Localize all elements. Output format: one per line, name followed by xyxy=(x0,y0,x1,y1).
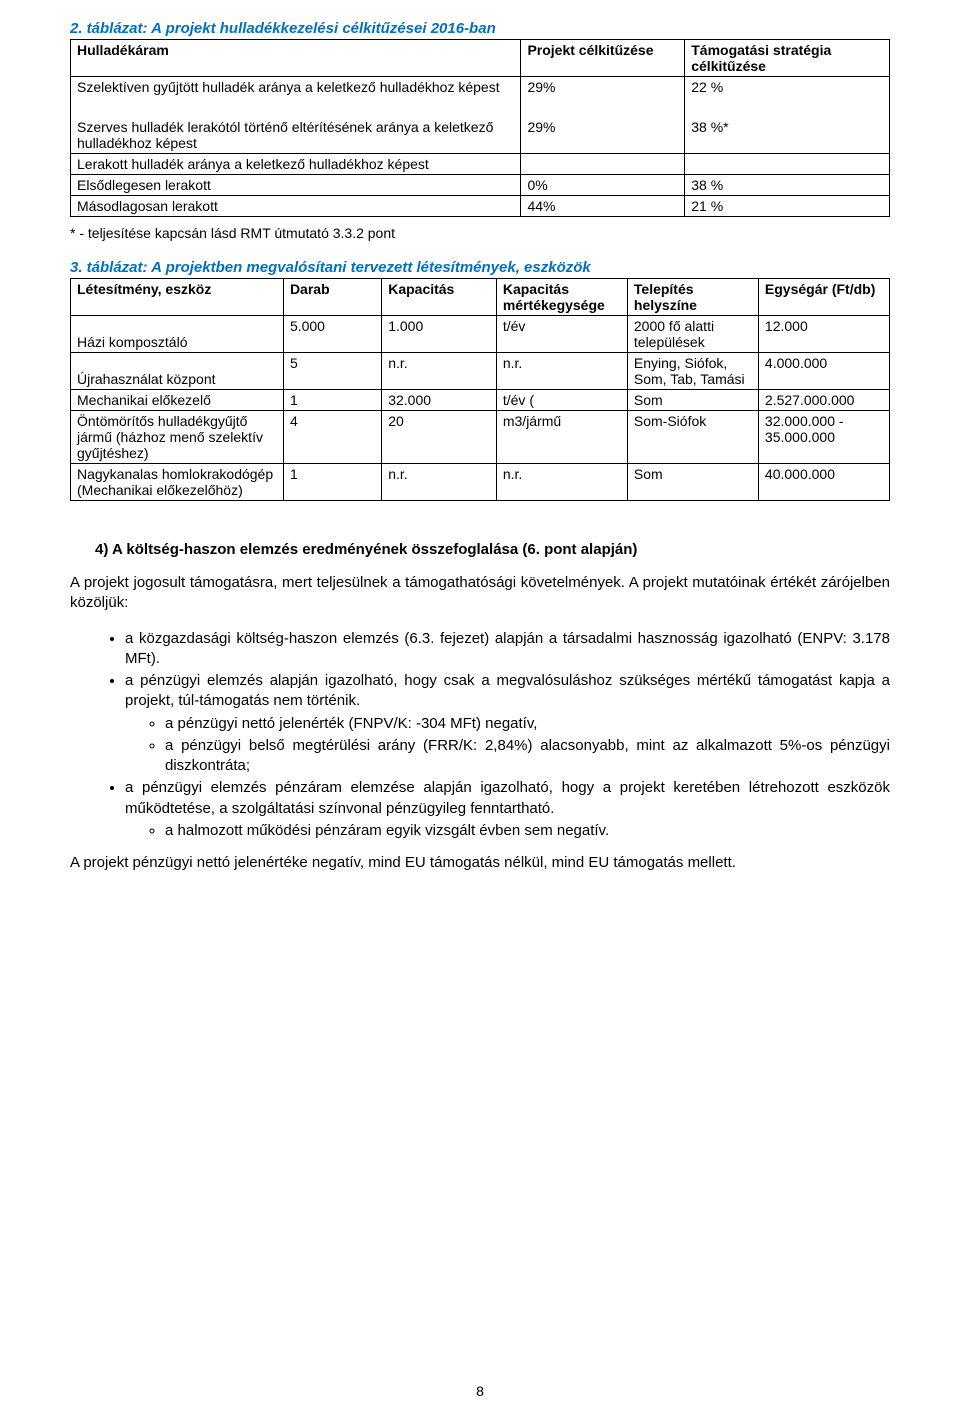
list-item: a pénzügyi belső megtérülési arány (FRR/… xyxy=(165,736,890,777)
table3-header-5: Egységár (Ft/db) xyxy=(758,279,889,316)
table3-header-2: Kapacitás xyxy=(382,279,497,316)
bullet-text: a közgazdasági költség-haszon elemzés (6… xyxy=(125,630,890,667)
cell: Enying, Siófok, Som, Tab, Tamási xyxy=(627,353,758,390)
cell: 1 xyxy=(283,390,381,411)
table2-header-0: Hulladékáram xyxy=(71,40,521,77)
cell: n.r. xyxy=(496,464,627,501)
cell: Som-Siófok xyxy=(627,411,758,464)
page-number: 8 xyxy=(0,1383,960,1399)
section4-bullet-list: a közgazdasági költség-haszon elemzés (6… xyxy=(70,629,890,842)
table-row: Öntömörítős hulladékgyűjtő jármű (házhoz… xyxy=(71,411,890,464)
sub-list: a halmozott működési pénzáram egyik vizs… xyxy=(125,821,890,841)
sub-list: a pénzügyi nettó jelenérték (FNPV/K: -30… xyxy=(125,714,890,777)
cell: 44% xyxy=(521,196,685,217)
table2: Hulladékáram Projekt célkitűzése Támogat… xyxy=(70,39,890,217)
table-row: Mechanikai előkezelő 1 32.000 t/év ( Som… xyxy=(71,390,890,411)
cell xyxy=(71,97,521,117)
cell: Szerves hulladék lerakótól történő eltér… xyxy=(71,117,521,154)
cell: 12.000 xyxy=(758,316,889,353)
cell: Som xyxy=(627,464,758,501)
cell: Mechanikai előkezelő xyxy=(71,390,284,411)
list-item: a pénzügyi nettó jelenérték (FNPV/K: -30… xyxy=(165,714,890,734)
table3: Létesítmény, eszköz Darab Kapacitás Kapa… xyxy=(70,278,890,501)
table-row: Nagykanalas homlokrakodógép (Mechanikai … xyxy=(71,464,890,501)
bullet-text: a pénzügyi elemzés alapján igazolható, h… xyxy=(125,672,890,709)
table-row: Elsődlegesen lerakott 0% 38 % xyxy=(71,175,890,196)
cell: Som xyxy=(627,390,758,411)
cell: 22 % xyxy=(685,77,890,98)
cell: 5.000 xyxy=(283,316,381,353)
table3-title: 3. táblázat: A projektben megvalósítani … xyxy=(70,259,890,276)
cell: 29% xyxy=(521,117,685,154)
cell: t/év ( xyxy=(496,390,627,411)
table-row: Másodlagosan lerakott 44% 21 % xyxy=(71,196,890,217)
cell: 40.000.000 xyxy=(758,464,889,501)
document-page: 2. táblázat: A projekt hulladékkezelési … xyxy=(0,0,960,1419)
table-row: Lerakott hulladék aránya a keletkező hul… xyxy=(71,154,890,175)
cell: 32.000 xyxy=(382,390,497,411)
cell: 4 xyxy=(283,411,381,464)
table-row: Szelektíven gyűjtött hulladék aránya a k… xyxy=(71,77,890,98)
table2-title: 2. táblázat: A projekt hulladékkezelési … xyxy=(70,20,890,37)
section4-closing: A projekt pénzügyi nettó jelenértéke neg… xyxy=(70,853,890,873)
cell: 29% xyxy=(521,77,685,98)
table2-header-1: Projekt célkitűzése xyxy=(521,40,685,77)
cell: n.r. xyxy=(496,353,627,390)
table3-header-1: Darab xyxy=(283,279,381,316)
cell: t/év xyxy=(496,316,627,353)
cell: n.r. xyxy=(382,464,497,501)
cell: 32.000.000 - 35.000.000 xyxy=(758,411,889,464)
cell: m3/jármű xyxy=(496,411,627,464)
cell: Nagykanalas homlokrakodógép (Mechanikai … xyxy=(71,464,284,501)
table-row: Létesítmény, eszköz Darab Kapacitás Kapa… xyxy=(71,279,890,316)
cell: Szelektíven gyűjtött hulladék aránya a k… xyxy=(71,77,521,98)
cell: 2000 fő alatti települések xyxy=(627,316,758,353)
cell: 4.000.000 xyxy=(758,353,889,390)
cell: Lerakott hulladék aránya a keletkező hul… xyxy=(71,154,521,175)
list-item: a pénzügyi elemzés alapján igazolható, h… xyxy=(125,671,890,776)
cell: 38 % xyxy=(685,175,890,196)
cell xyxy=(521,154,685,175)
table-row xyxy=(71,97,890,117)
cell: Elsődlegesen lerakott xyxy=(71,175,521,196)
table-row: Házi komposztáló 5.000 1.000 t/év 2000 f… xyxy=(71,316,890,353)
cell: 0% xyxy=(521,175,685,196)
table2-header-2: Támogatási stratégia célkitűzése xyxy=(685,40,890,77)
cell: 1.000 xyxy=(382,316,497,353)
table3-header-4: Telepítés helyszíne xyxy=(627,279,758,316)
list-item: a közgazdasági költség-haszon elemzés (6… xyxy=(125,629,890,670)
cell: 20 xyxy=(382,411,497,464)
section4-heading: 4) A költség-haszon elemzés eredményének… xyxy=(70,541,890,558)
cell: 1 xyxy=(283,464,381,501)
cell: Másodlagosan lerakott xyxy=(71,196,521,217)
list-item: a halmozott működési pénzáram egyik vizs… xyxy=(165,821,890,841)
cell: 38 %* xyxy=(685,117,890,154)
cell xyxy=(685,97,890,117)
bullet-text: a pénzügyi elemzés pénzáram elemzése ala… xyxy=(125,779,890,816)
cell xyxy=(685,154,890,175)
cell: Újrahasználat központ xyxy=(71,353,284,390)
cell: n.r. xyxy=(382,353,497,390)
cell: Házi komposztáló xyxy=(71,316,284,353)
table-row: Újrahasználat központ 5 n.r. n.r. Enying… xyxy=(71,353,890,390)
table-row: Szerves hulladék lerakótól történő eltér… xyxy=(71,117,890,154)
cell: 2.527.000.000 xyxy=(758,390,889,411)
cell: 21 % xyxy=(685,196,890,217)
table2-footnote: * - teljesítése kapcsán lásd RMT útmutat… xyxy=(70,225,890,241)
table-row: Hulladékáram Projekt célkitűzése Támogat… xyxy=(71,40,890,77)
table3-header-3: Kapacitás mértékegysége xyxy=(496,279,627,316)
cell xyxy=(521,97,685,117)
table3-header-0: Létesítmény, eszköz xyxy=(71,279,284,316)
cell: 5 xyxy=(283,353,381,390)
section4-intro: A projekt jogosult támogatásra, mert tel… xyxy=(70,573,890,614)
cell: Öntömörítős hulladékgyűjtő jármű (házhoz… xyxy=(71,411,284,464)
list-item: a pénzügyi elemzés pénzáram elemzése ala… xyxy=(125,778,890,841)
